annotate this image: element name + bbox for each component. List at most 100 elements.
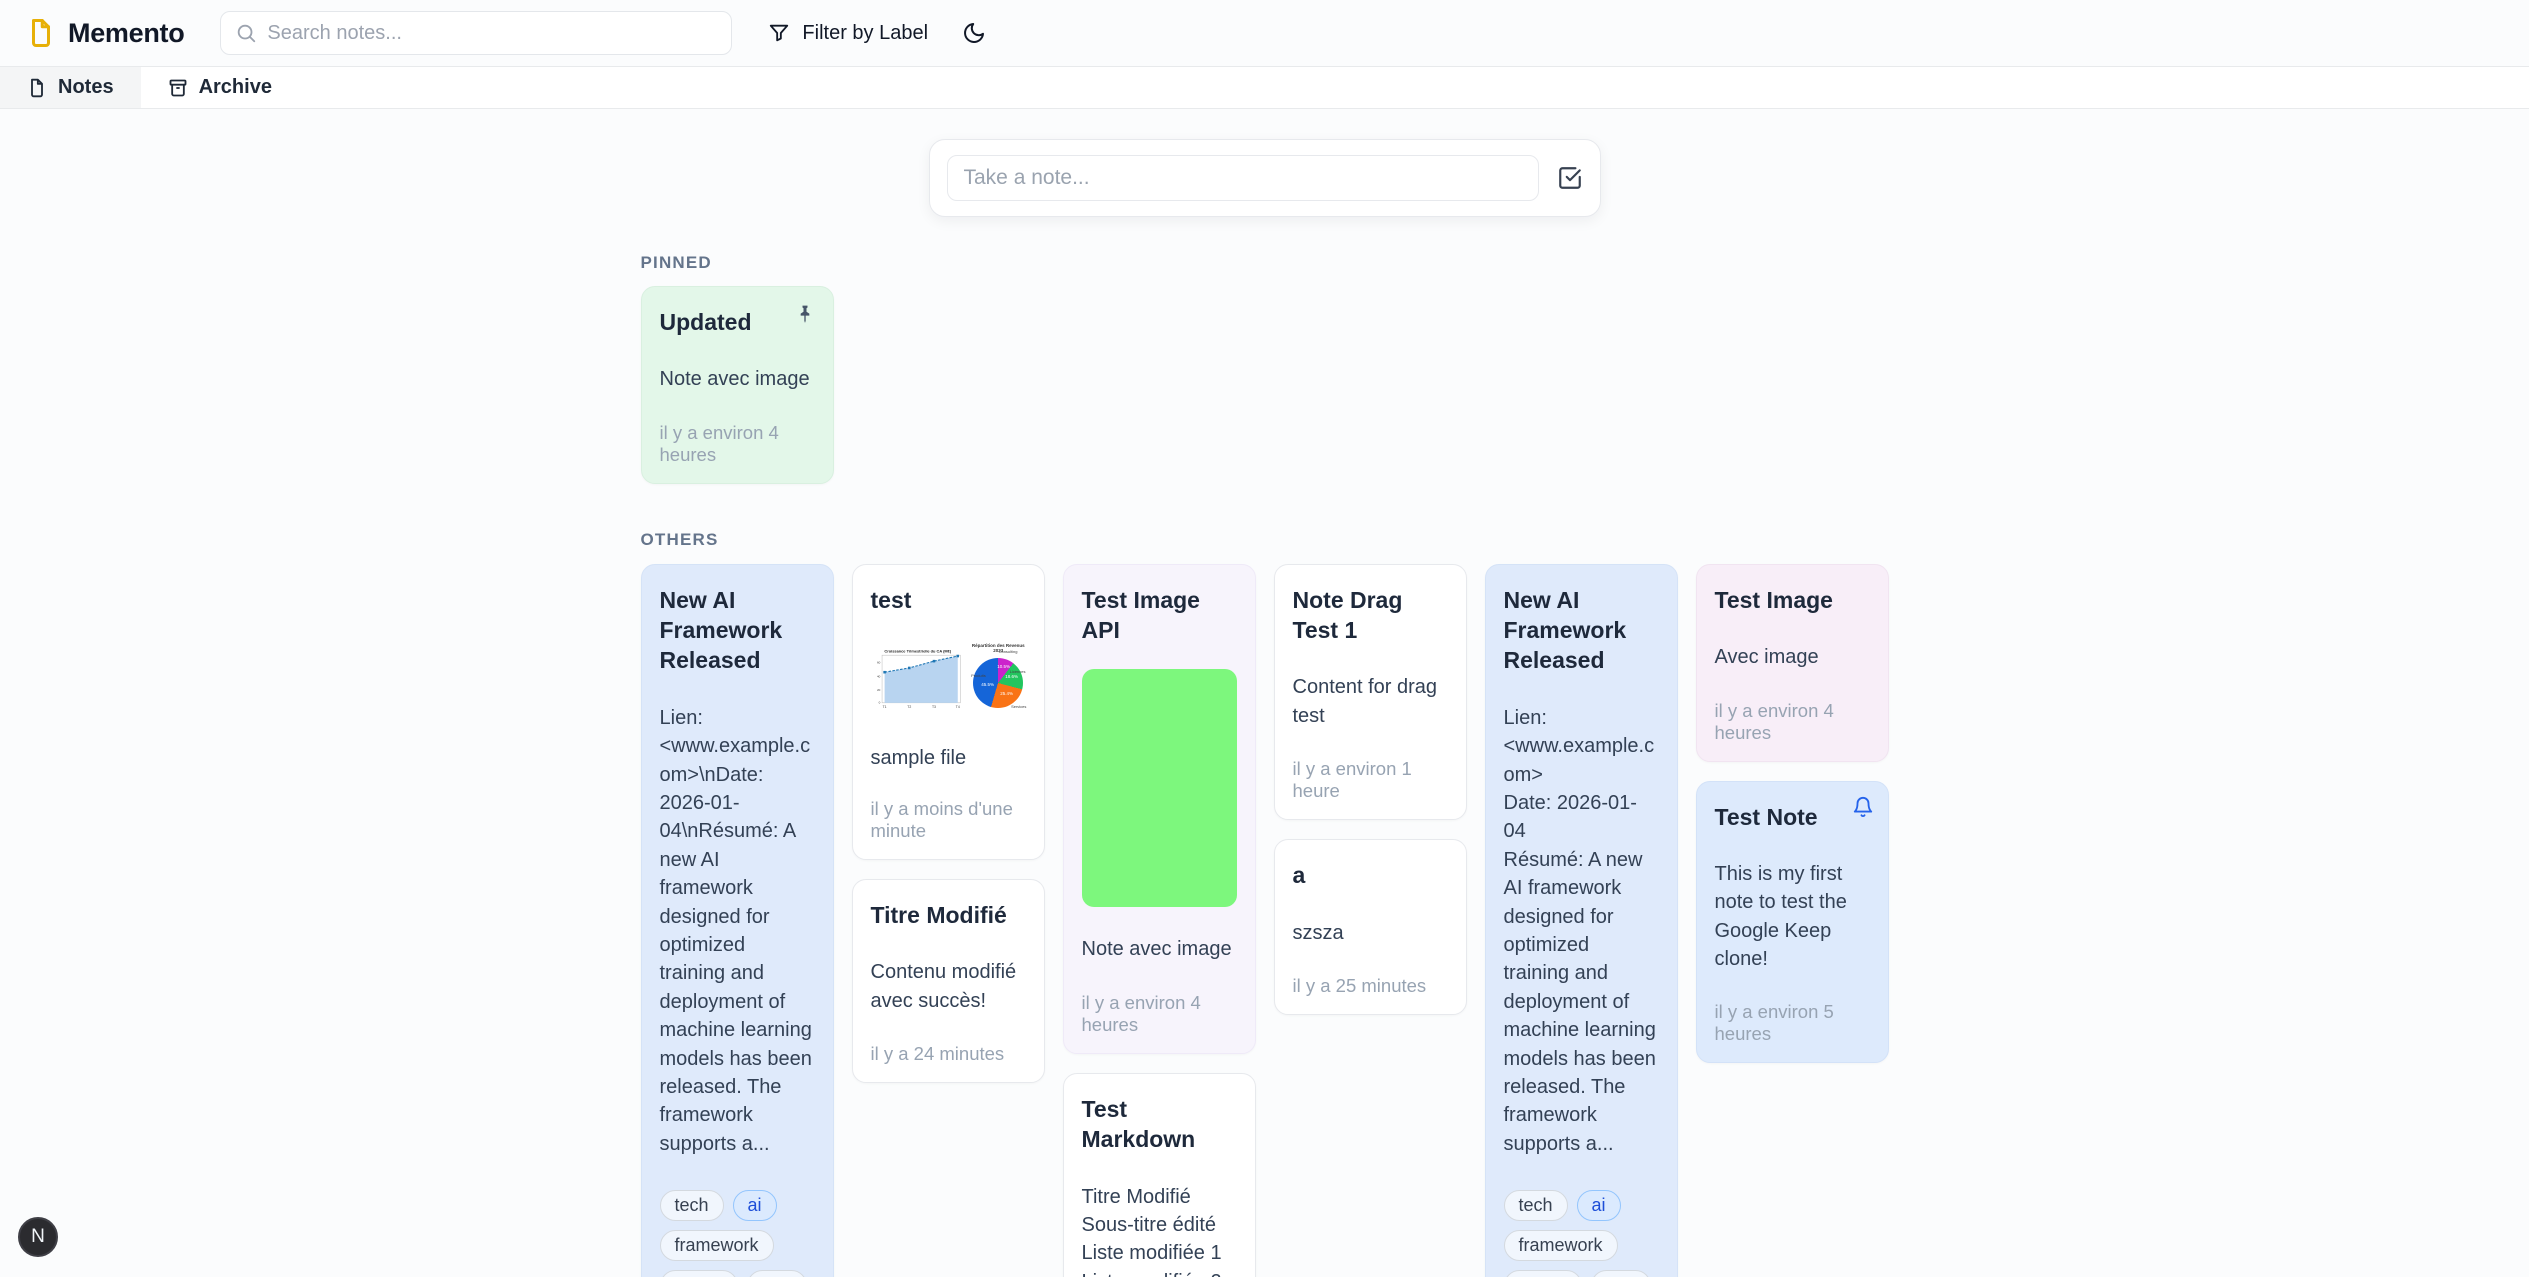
tab-archive[interactable]: Archive: [140, 67, 299, 108]
note-body: Content for drag test: [1292, 676, 1443, 727]
take-a-note-card[interactable]: [928, 139, 1601, 217]
filter-by-label-button[interactable]: Filter by Label: [768, 22, 928, 45]
tag-framework[interactable]: framework: [659, 1230, 774, 1262]
svg-text:Croissance Trimestrielle du CA: Croissance Trimestrielle du CA (M€): [884, 649, 951, 654]
note-body: Titre Modifié Sous-titre édité Liste mod…: [1082, 1183, 1237, 1277]
pie-pct-licences: 18.6%: [1005, 674, 1019, 680]
tag-ai[interactable]: ai: [732, 1190, 777, 1222]
tag-gpu[interactable]: gpu: [1590, 1270, 1651, 1277]
attachment-file-label: sample file: [870, 747, 967, 770]
note-card-new-ai-framework-1[interactable]: New AI Framework Released Lien: <www.exa…: [640, 563, 834, 1277]
pie-chart-title: Répartition des Revenus 2023: [971, 643, 1025, 654]
pinned-grid: Updated Note avec image il y a environ 4…: [640, 286, 1889, 484]
svg-text:40: 40: [876, 674, 880, 678]
note-title: a: [1292, 862, 1306, 889]
others-grid: New AI Framework Released Lien: <www.exa…: [640, 563, 1889, 1277]
note-body: szsza: [1292, 921, 1344, 944]
notes-column-4: Note Drag Test 1 Content for drag test i…: [1273, 563, 1467, 1015]
svg-text:20: 20: [876, 688, 880, 692]
note-timestamp: il y a environ 4 heures: [1081, 991, 1201, 1035]
notes-column-6: Test Image Avec image il y a environ 4 h…: [1695, 563, 1889, 1064]
body-text: Titre Modifié Sous-titre édité Liste mod…: [1081, 1185, 1222, 1277]
pie-label-produits: Produits: [971, 673, 986, 679]
note-card-test-image[interactable]: Test Image Avec image il y a environ 4 h…: [1695, 563, 1889, 762]
svg-text:T4: T4: [955, 705, 959, 709]
note-timestamp: il y a 25 minutes: [1292, 975, 1427, 996]
archive-icon: [169, 79, 186, 96]
tab-bar: Notes Archive: [0, 66, 2529, 109]
note-body: This is my first note to test the Google…: [1714, 862, 1853, 971]
tag-framework[interactable]: framework: [1503, 1230, 1618, 1262]
note-card-new-ai-framework-2[interactable]: New AI Framework Released Lien: <www.exa…: [1484, 563, 1678, 1277]
filter-by-label-text: Filter by Label: [802, 21, 929, 44]
pin-icon[interactable]: [795, 304, 815, 324]
note-title: New AI Framework Released: [1503, 586, 1627, 674]
note-card-updated[interactable]: Updated Note avec image il y a environ 4…: [640, 286, 834, 484]
tag-list: tech ai framework mlops gpu: [1503, 1190, 1659, 1277]
others-section-label: OTHERS: [640, 529, 719, 549]
app-logo: Memento: [26, 17, 185, 49]
note-timestamp: il y a environ 4 heures: [1714, 699, 1834, 743]
pie-chart-thumbnail[interactable]: Répartition des Revenus 2023 45.5% 25.4%…: [971, 641, 1026, 718]
note-title: Titre Modifié: [870, 902, 1007, 929]
search-box[interactable]: [220, 11, 733, 55]
note-title: New AI Framework Released: [659, 586, 783, 674]
notes-column-1: New AI Framework Released Lien: <www.exa…: [640, 563, 834, 1277]
note-card-drag-test[interactable]: Note Drag Test 1 Content for drag test i…: [1273, 563, 1467, 821]
search-input[interactable]: [267, 21, 718, 45]
note-card-test-note[interactable]: Test Note This is my first note to test …: [1695, 780, 1889, 1064]
notes-column-5: New AI Framework Released Lien: <www.exa…: [1484, 563, 1678, 1277]
tag-mlops[interactable]: mlops: [659, 1270, 738, 1277]
note-title: Test Image: [1714, 586, 1833, 613]
app-title: Memento: [68, 17, 185, 48]
note-body: Contenu modifié avec succès!: [870, 961, 1022, 1012]
tag-ai[interactable]: ai: [1576, 1190, 1621, 1222]
note-file-icon: [26, 18, 56, 48]
tab-notes-label: Notes: [58, 76, 114, 98]
note-timestamp: il y a environ 1 heure: [1292, 758, 1412, 802]
dark-mode-toggle[interactable]: [962, 21, 986, 45]
line-chart-thumbnail[interactable]: Croissance Trimestrielle du CA (M€) T1 T…: [870, 641, 965, 718]
check-square-icon: [1558, 167, 1581, 189]
pie-pct-services: 25.4%: [1000, 691, 1014, 697]
pie-pct-consulting: 10.5%: [997, 664, 1011, 670]
tag-mlops[interactable]: mlops: [1503, 1270, 1582, 1277]
note-timestamp: il y a 24 minutes: [870, 1043, 1005, 1065]
tag-tech[interactable]: tech: [659, 1190, 724, 1222]
pie-pct-produits: 45.5%: [981, 682, 995, 688]
notes-file-icon: [31, 78, 43, 97]
pie-label-consulting: Consulting: [998, 649, 1018, 655]
svg-text:T1: T1: [882, 705, 886, 709]
tag-tech[interactable]: tech: [1503, 1190, 1568, 1222]
note-card-a[interactable]: a szsza il y a 25 minutes: [1273, 839, 1467, 1015]
new-checklist-button[interactable]: [1557, 165, 1583, 191]
note-card-test-image-api[interactable]: Test Image API Note avec image il y a en…: [1062, 563, 1256, 1054]
app-header: Memento Filter by Label: [0, 0, 2529, 66]
note-timestamp: il y a environ 5 heures: [1714, 1001, 1834, 1045]
attachment-thumbnails: Croissance Trimestrielle du CA (M€) T1 T…: [870, 641, 1026, 718]
note-card-titre-modifie[interactable]: Titre Modifié Contenu modifié avec succè…: [851, 879, 1045, 1084]
note-title: Test Note: [1714, 803, 1818, 830]
note-image-attachment[interactable]: [1081, 669, 1237, 908]
notes-column-2: test Croissance Trimestrielle du CA (M€)…: [851, 563, 1045, 1084]
pinned-section-label: PINNED: [640, 253, 712, 272]
notes-column-3: Test Image API Note avec image il y a en…: [1062, 563, 1256, 1277]
tag-list: tech ai framework mlops gpu: [659, 1190, 815, 1277]
dev-badge-button[interactable]: N: [18, 1217, 58, 1257]
svg-text:0: 0: [878, 701, 880, 705]
pie-graphic: 45.5% 25.4% 18.6% 10.5%: [973, 658, 1024, 709]
note-body: Lien: <www.example.com> Date: 2026-01-04…: [1503, 706, 1656, 1155]
note-card-test[interactable]: test Croissance Trimestrielle du CA (M€)…: [851, 563, 1045, 861]
svg-text:60: 60: [876, 661, 880, 665]
svg-text:T3: T3: [931, 705, 935, 709]
tab-notes[interactable]: Notes: [0, 67, 141, 108]
take-a-note-input[interactable]: [946, 155, 1539, 201]
dev-badge-label: N: [31, 1226, 45, 1247]
pie-label-licences: Licences: [1009, 669, 1026, 675]
tag-gpu[interactable]: gpu: [746, 1270, 807, 1277]
note-body: Note avec image: [659, 368, 810, 391]
search-icon: [238, 24, 256, 43]
note-card-test-markdown[interactable]: Test Markdown Titre Modifié Sous-titre é…: [1062, 1072, 1256, 1277]
main-content: PINNED Updated Note avec image il y a en…: [640, 109, 1889, 1277]
reminder-bell-icon[interactable]: [1852, 796, 1874, 818]
